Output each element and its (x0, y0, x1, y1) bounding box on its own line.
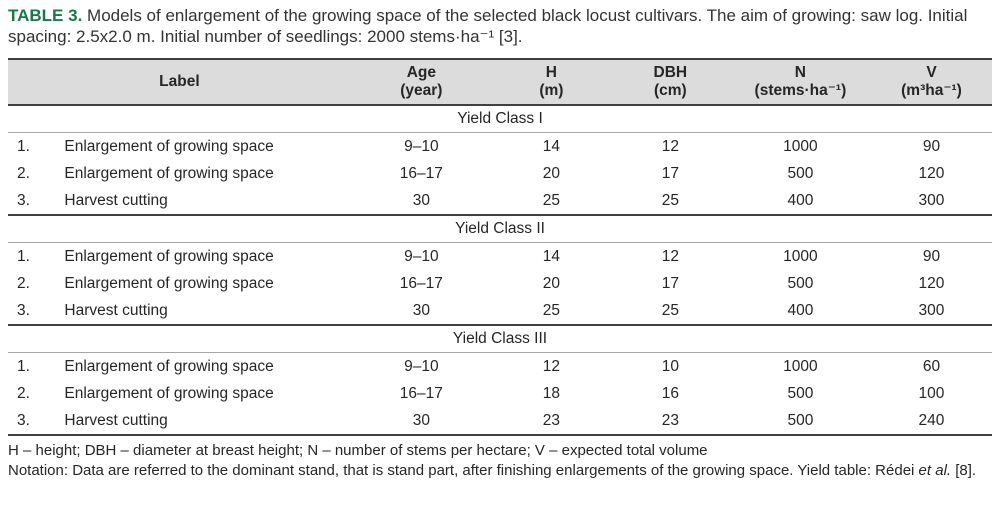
cell-n: 500 (787, 274, 814, 292)
cell-n: 400 (729, 297, 871, 326)
table-row: 3. Harvest cutting 30 25 25 400 300 (8, 187, 992, 216)
table-row: 3. Harvest cutting 30 23 23 500 240 (8, 407, 992, 436)
cell-v: 90 (922, 247, 941, 265)
cell-h: 23 (491, 407, 611, 436)
cell-label: Enlargement of growing space (64, 274, 274, 292)
cell-dbh: 25 (610, 297, 730, 326)
section-title: Yield Class I (8, 105, 992, 133)
cell-v: 300 (870, 187, 992, 216)
cell-v: 240 (870, 407, 992, 436)
section-title: Yield Class II (8, 215, 992, 243)
cell-num: 3. (8, 187, 57, 216)
cell-dbh: 25 (610, 187, 730, 216)
footnote-notation-ref: [8]. (951, 461, 977, 479)
cell-age: 9–10 (404, 247, 439, 265)
cell-n: 400 (729, 187, 871, 216)
cell-age: 30 (350, 297, 492, 326)
cell-n: 1000 (783, 247, 818, 265)
cell-label: Enlargement of growing space (64, 247, 274, 265)
table-row: 1. Enlargement of growing space 9–10 14 12 10… (8, 133, 992, 161)
cell-h: 25 (491, 297, 611, 326)
col-header-height: H (m) (491, 59, 611, 106)
cell-dbh: 16 (661, 384, 679, 402)
yield-table: Label Age (year) H (m) DBH (cm) N (stems… (8, 58, 992, 436)
cell-label: Harvest cutting (56, 187, 351, 216)
table-header-row: Label Age (year) H (m) DBH (cm) N (stems… (8, 59, 992, 106)
table-caption: TABLE 3. Models of enlargement of the gr… (8, 5, 992, 47)
table-header: Label Age (year) H (m) DBH (cm) N (stems… (8, 59, 992, 106)
cell-dbh: 17 (661, 164, 679, 182)
cell-age: 30 (350, 187, 492, 216)
table-row: 2. Enlargement of growing space 16–17 18 16 5… (8, 380, 992, 407)
cell-dbh: 10 (661, 357, 679, 375)
cell-dbh: 12 (661, 247, 679, 265)
cell-h: 18 (542, 384, 561, 402)
table-row: 1. Enlargement of growing space 9–10 12 10 10… (8, 353, 992, 381)
cell-h: 12 (542, 357, 561, 375)
table-row: 1. Enlargement of growing space 9–10 14 12 10… (8, 243, 992, 271)
cell-num: 3. (8, 407, 57, 436)
section-title: Yield Class III (8, 325, 992, 353)
table-row: 2. Enlargement of growing space 16–17 20 17 5… (8, 160, 992, 187)
cell-n: 1000 (783, 357, 818, 375)
cell-v: 100 (918, 384, 945, 402)
col-header-dbh: DBH (cm) (610, 59, 730, 106)
cell-num: 2. (17, 384, 30, 402)
footnote-notation: Notation: Data are referred to the domin… (8, 461, 992, 481)
footnote-notation-text: Notation: Data are referred to the domin… (8, 461, 919, 479)
cell-dbh: 23 (610, 407, 730, 436)
footnote-abbreviations: H – height; DBH – diameter at breast hei… (8, 442, 708, 459)
cell-num: 1. (17, 247, 30, 265)
cell-dbh: 17 (661, 274, 679, 292)
cell-age: 9–10 (404, 137, 439, 155)
cell-h: 25 (491, 187, 611, 216)
cell-n: 500 (787, 164, 814, 182)
table-row: 2. Enlargement of growing space 16–17 20 17 5… (8, 270, 992, 297)
cell-v: 120 (918, 274, 945, 292)
section-title-row: Yield Class I (8, 105, 992, 133)
cell-num: 2. (17, 164, 30, 182)
cell-h: 14 (542, 247, 561, 265)
cell-n: 1000 (783, 137, 818, 155)
cell-label: Enlargement of growing space (64, 164, 274, 182)
cell-num: 1. (17, 357, 30, 375)
table-footnotes: H – height; DBH – diameter at breast hei… (8, 436, 992, 480)
cell-label: Enlargement of growing space (64, 384, 274, 402)
col-header-age: Age (year) (350, 59, 492, 106)
col-header-volume: V (m³ha⁻¹) (870, 59, 992, 106)
cell-label: Enlargement of growing space (64, 137, 274, 155)
cell-dbh: 12 (661, 137, 679, 155)
cell-age: 30 (350, 407, 492, 436)
cell-label: Enlargement of growing space (64, 357, 274, 375)
cell-label: Harvest cutting (56, 297, 351, 326)
footnote-notation-etal: et al. (918, 461, 952, 479)
cell-age: 16–17 (399, 384, 443, 402)
cell-age: 9–10 (404, 357, 439, 375)
cell-v: 60 (922, 357, 941, 375)
table-body: Yield Class I 1. Enlargement of growing sp… (8, 105, 992, 436)
cell-label: Harvest cutting (56, 407, 351, 436)
cell-age: 16–17 (399, 274, 443, 292)
cell-v: 300 (870, 297, 992, 326)
cell-age: 16–17 (399, 164, 443, 182)
cell-h: 14 (542, 137, 561, 155)
cell-v: 90 (922, 137, 941, 155)
cell-num: 3. (8, 297, 57, 326)
cell-n: 500 (787, 384, 814, 402)
col-header-stems: N (stems·ha⁻¹) (729, 59, 871, 106)
cell-h: 20 (542, 274, 561, 292)
section-title-row: Yield Class III (8, 325, 992, 353)
table-caption-text: Models of enlargement of the growing spa… (8, 6, 968, 46)
col-header-label: Label (8, 59, 351, 106)
cell-h: 20 (542, 164, 561, 182)
cell-v: 120 (918, 164, 945, 182)
cell-num: 2. (17, 274, 30, 292)
cell-n: 500 (729, 407, 871, 436)
table-caption-label: TABLE 3. (8, 6, 83, 25)
table-row: 3. Harvest cutting 30 25 25 400 300 (8, 297, 992, 326)
cell-num: 1. (17, 137, 30, 155)
section-title-row: Yield Class II (8, 215, 992, 243)
